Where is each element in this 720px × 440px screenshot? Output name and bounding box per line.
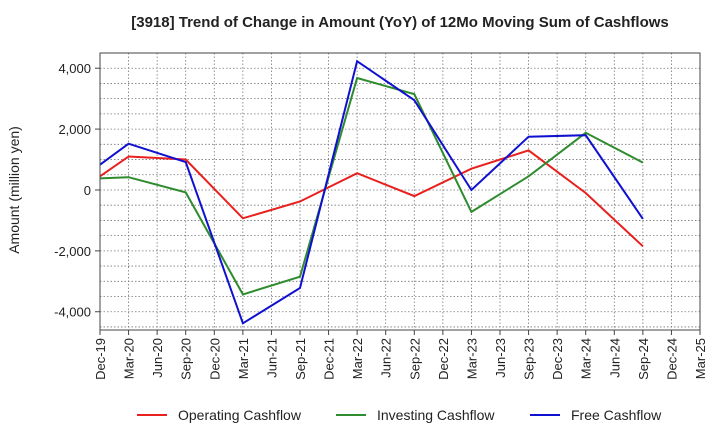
x-tick-label: Mar-25 bbox=[693, 338, 708, 379]
x-tick-label: Mar-21 bbox=[236, 338, 251, 379]
x-tick-label: Dec-22 bbox=[436, 338, 451, 380]
legend-label-operating-cashflow: Operating Cashflow bbox=[178, 407, 302, 423]
x-tick-label: Dec-23 bbox=[550, 338, 565, 380]
x-tick-label: Sep-22 bbox=[407, 338, 422, 380]
series-line-investing-cashflow bbox=[99, 76, 644, 296]
x-tick-label: Jun-20 bbox=[150, 338, 165, 378]
y-tick-label: 0 bbox=[84, 183, 91, 198]
y-tick-label: 4,000 bbox=[58, 61, 91, 76]
chart-title: [3918] Trend of Change in Amount (YoY) o… bbox=[131, 14, 669, 31]
x-tick-label: Sep-20 bbox=[179, 338, 194, 380]
y-tick-label: 2,000 bbox=[58, 122, 91, 137]
x-tick-label: Sep-24 bbox=[636, 338, 651, 380]
axes: -4,000 -2,000 0 2,000 4,000 Dec-19 Mar-20 Jun-2… bbox=[54, 61, 708, 380]
grid bbox=[99, 52, 701, 330]
legend-label-investing-cashflow: Investing Cashflow bbox=[377, 407, 495, 423]
x-tick-label: Mar-20 bbox=[122, 338, 137, 379]
y-axis-label: Amount (million yen) bbox=[6, 126, 22, 254]
x-tick-label: Dec-19 bbox=[93, 338, 108, 380]
x-tick-label: Sep-23 bbox=[522, 338, 537, 380]
legend-label-free-cashflow: Free Cashflow bbox=[571, 407, 662, 423]
y-tick-label: -4,000 bbox=[54, 305, 91, 320]
series-line-free-cashflow bbox=[99, 59, 644, 325]
series-line-operating-cashflow bbox=[99, 149, 644, 248]
x-tick-label: Jun-21 bbox=[264, 338, 279, 378]
x-tick-label: Jun-22 bbox=[379, 338, 394, 378]
x-tick-label: Sep-21 bbox=[293, 338, 308, 380]
y-tick-label: -2,000 bbox=[54, 244, 91, 259]
x-tick-label: Dec-21 bbox=[322, 338, 337, 380]
plot-frame bbox=[99, 52, 701, 331]
x-tick-label: Jun-24 bbox=[607, 338, 622, 378]
x-tick-label: Mar-23 bbox=[464, 338, 479, 379]
x-tick-label: Jun-23 bbox=[493, 338, 508, 378]
x-tick-label: Dec-24 bbox=[664, 338, 679, 380]
series-lines bbox=[99, 59, 644, 325]
legend: Operating Cashflow Investing Cashflow Free… bbox=[137, 407, 662, 423]
x-tick-label: Mar-22 bbox=[350, 338, 365, 379]
x-tick-label: Dec-20 bbox=[207, 338, 222, 380]
x-tick-label: Mar-24 bbox=[579, 338, 594, 379]
